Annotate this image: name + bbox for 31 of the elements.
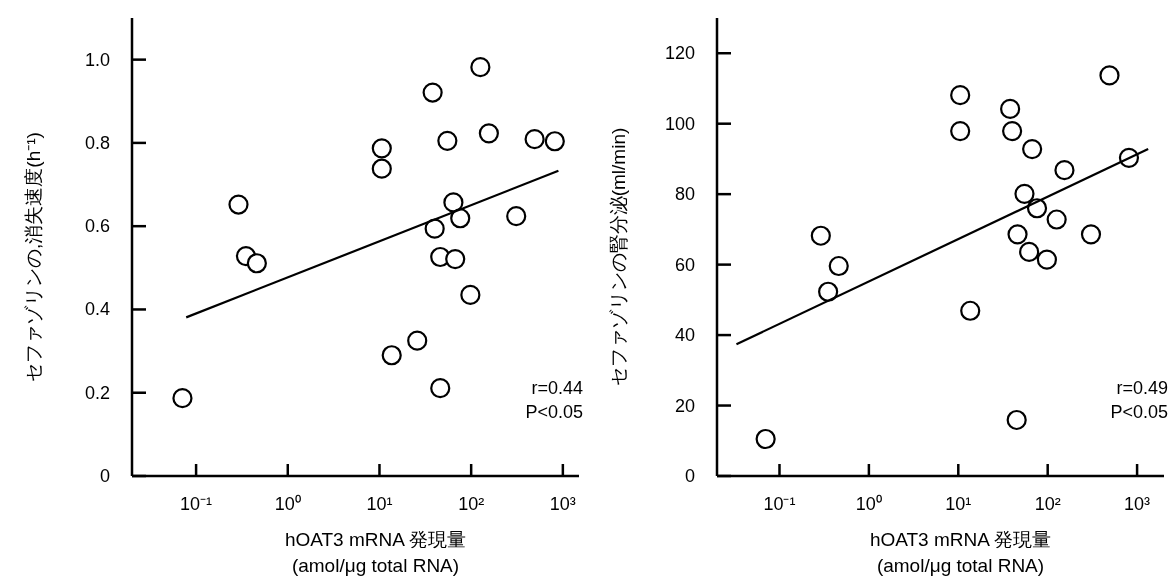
y-axis-title: セファゾリンの腎分泌(ml/min) <box>608 127 629 387</box>
x-tick-label: 10¹ <box>366 494 393 514</box>
x-tick-label: 10⁰ <box>274 494 301 514</box>
annotation: P<0.05 <box>1110 402 1168 422</box>
annotation: r=0.49 <box>1116 378 1168 398</box>
x-tick-label: 10⁻¹ <box>180 494 213 514</box>
y-tick-label: 0.8 <box>84 132 110 153</box>
y-tick-label: 40 <box>674 325 695 346</box>
x-tick-label: 10² <box>1034 494 1061 514</box>
y-tick-label: 20 <box>674 395 695 416</box>
annotation: r=0.44 <box>531 378 583 398</box>
y-tick-label: 100 <box>664 113 695 134</box>
x-tick-label: 10¹ <box>945 494 972 514</box>
x-tick-label: 10² <box>458 494 485 514</box>
x-tick-label: 10⁻¹ <box>763 494 796 514</box>
y-tick-label: 1.0 <box>84 49 110 70</box>
y-tick-label: 60 <box>674 254 695 275</box>
x-axis-title: hOAT3 mRNA 発現量 (amol/μg total RNA) <box>284 529 467 576</box>
x-axis-title: hOAT3 mRNA 発現量 (amol/μg total RNA) <box>869 529 1052 576</box>
x-tick-label: 10³ <box>549 494 576 514</box>
x-tick-label: 10³ <box>1124 494 1151 514</box>
y-tick-label: 0.2 <box>84 382 110 403</box>
y-tick-label: 0.4 <box>84 299 110 320</box>
annotation: P<0.05 <box>525 402 583 422</box>
y-tick-label: 0 <box>684 466 695 486</box>
y-tick-label: 120 <box>664 43 695 64</box>
y-tick-label: 0 <box>99 466 110 486</box>
x-tick-label: 10⁰ <box>855 494 882 514</box>
y-tick-label: 80 <box>674 184 695 205</box>
y-tick-label: 0.6 <box>84 216 110 237</box>
y-axis-title: セファゾリンの,消失速度(h⁻¹) <box>23 132 44 382</box>
